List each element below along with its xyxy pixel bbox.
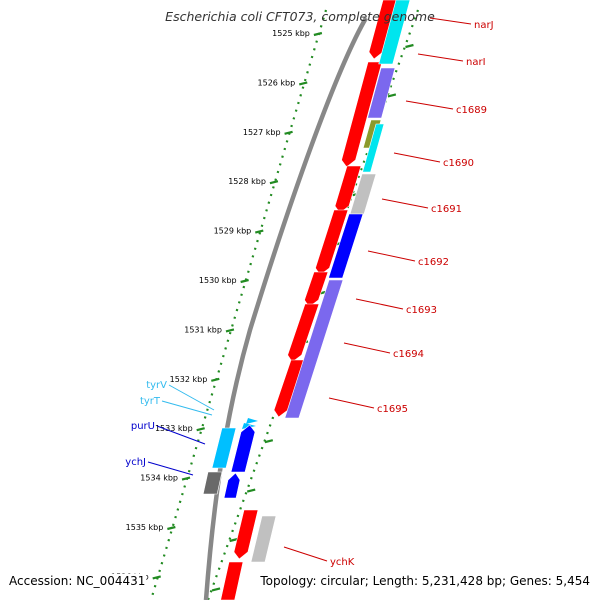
inner-strand-features	[202, 418, 258, 499]
tick-mark-inner	[225, 328, 235, 333]
leader-line	[283, 546, 328, 562]
gene-label[interactable]: c1691	[431, 204, 462, 215]
leader-line	[343, 342, 391, 354]
leader-line	[147, 461, 194, 476]
tick-mark-inner	[255, 229, 264, 234]
tick-label: 1527 kbp	[243, 128, 281, 137]
gene-label[interactable]: narI	[466, 57, 486, 68]
cds-feature	[287, 303, 320, 363]
tick-mark-inner	[240, 278, 249, 284]
tick-mark-inner	[211, 377, 220, 382]
gene-label[interactable]: tyrT	[140, 396, 161, 407]
outer-strand-features	[220, 0, 411, 600]
tick-label: 1525 kbp	[272, 29, 310, 38]
leader-line	[405, 100, 454, 110]
feature-blue	[223, 472, 241, 499]
leader-line	[328, 397, 375, 409]
leader-line	[355, 298, 404, 310]
feature-blue	[328, 213, 364, 279]
leader-line	[429, 17, 472, 25]
cds-feature	[233, 509, 259, 560]
feature-darkgray	[202, 471, 223, 495]
tick-label: 1526 kbp	[258, 78, 296, 87]
topology-label: Topology: circular; Length: 5,231,428 bp…	[258, 574, 590, 588]
feature-blue	[230, 424, 256, 473]
leader-line	[156, 425, 206, 445]
feature-cyan	[211, 427, 237, 469]
tick-mark-inner	[152, 575, 161, 580]
map-title: Escherichia coli CFT073, complete genome	[165, 9, 435, 24]
tick-mark-outer	[264, 439, 274, 444]
feature-cyan	[362, 123, 385, 173]
tick-label: 1528 kbp	[228, 177, 266, 186]
gene-labels-left: tyrV tyrT purU ychJ	[125, 380, 215, 476]
gene-label[interactable]: ychK	[330, 557, 355, 568]
cds-feature	[368, 0, 398, 60]
tick-mark-inner	[284, 130, 293, 135]
tick-label: 1532 kbp	[170, 375, 208, 384]
gene-label[interactable]: c1694	[393, 349, 424, 360]
gene-label[interactable]: c1692	[418, 257, 449, 268]
tick-label: 1530 kbp	[199, 276, 237, 285]
leader-line	[367, 250, 416, 262]
leader-line	[168, 384, 215, 411]
tick-label: 1534 kbp	[140, 474, 178, 483]
cds-feature	[334, 165, 362, 214]
genome-backbone	[203, 16, 368, 600]
feature-slate	[367, 67, 396, 119]
cds-feature	[220, 561, 244, 600]
feature-gray	[349, 173, 377, 215]
tick-mark-inner	[167, 525, 176, 531]
trna-feature	[246, 418, 258, 424]
cds-feature	[304, 271, 329, 308]
gene-label[interactable]: c1689	[456, 105, 487, 116]
feature-gray	[250, 515, 277, 563]
tick-mark-outer	[246, 488, 256, 493]
tick-label: 1529 kbp	[214, 227, 252, 236]
cds-feature	[315, 209, 349, 276]
feature-slate	[284, 279, 344, 419]
gene-labels-right: narJ narI c1689 c1690 c1691 c1692 c1693 c1694 c1…	[283, 17, 494, 568]
accession-label: Accession: NC_004431	[9, 574, 147, 588]
gene-label[interactable]: narJ	[474, 20, 494, 31]
gene-label[interactable]: ychJ	[125, 457, 146, 468]
leader-line	[381, 198, 429, 209]
tick-mark-outer	[387, 93, 397, 98]
cds-feature	[273, 359, 306, 418]
leader-line	[417, 53, 464, 62]
tick-mark-inner	[298, 81, 308, 86]
gene-label[interactable]: c1690	[443, 158, 474, 169]
tick-label: 1531 kbp	[184, 325, 222, 334]
gene-label[interactable]: tyrV	[146, 380, 167, 391]
inner-track	[149, 9, 328, 600]
tick-mark-inner	[313, 31, 323, 37]
tick-mark-outer	[405, 43, 414, 49]
gene-label[interactable]: c1695	[377, 404, 408, 415]
tick-mark-outer	[211, 587, 221, 592]
gene-label[interactable]: c1693	[406, 305, 437, 316]
tick-mark-outer	[229, 537, 238, 543]
tick-mark-inner	[269, 180, 279, 185]
leader-line	[393, 152, 441, 163]
tick-mark-inner	[181, 476, 191, 481]
tick-mark-inner	[196, 427, 205, 432]
leader-line	[161, 400, 213, 416]
tick-label: 1535 kbp	[126, 523, 164, 532]
gene-label[interactable]: purU	[131, 421, 155, 432]
feature-cyan	[378, 0, 411, 65]
tick-label: 1533 kbp	[155, 424, 193, 433]
